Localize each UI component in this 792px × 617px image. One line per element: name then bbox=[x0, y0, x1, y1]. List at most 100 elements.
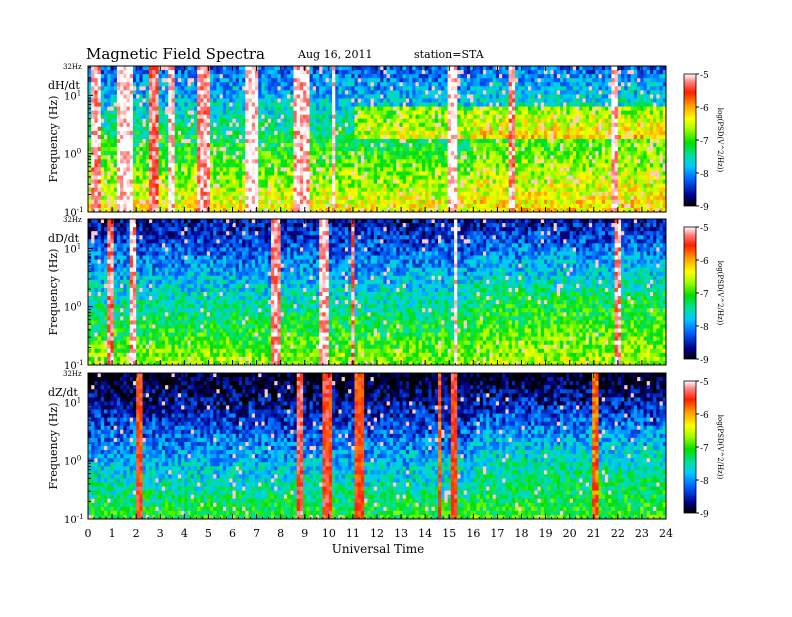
spectrogram-cell bbox=[254, 159, 259, 164]
spectrogram-cell bbox=[405, 90, 410, 95]
spectrogram-cell bbox=[309, 134, 314, 140]
spectrogram-cell bbox=[357, 106, 362, 112]
spectrogram-cell bbox=[367, 207, 371, 213]
spectrogram-cell bbox=[370, 147, 375, 152]
spectrogram-cell bbox=[235, 74, 240, 79]
spectrogram-cell bbox=[479, 78, 484, 83]
spectrogram-cell bbox=[438, 90, 442, 95]
spectrogram-cell bbox=[499, 134, 503, 140]
spectrogram-cell bbox=[177, 82, 182, 87]
spectrogram-cell bbox=[177, 122, 182, 128]
spectrogram-cell bbox=[197, 139, 201, 144]
spectrogram-cell bbox=[287, 122, 291, 128]
spectrogram-cell bbox=[444, 139, 449, 144]
spectrogram-cell bbox=[251, 143, 256, 148]
spectrogram-cell bbox=[193, 191, 198, 197]
spectrogram-cell bbox=[482, 82, 487, 87]
spectrogram-cell bbox=[428, 82, 432, 87]
spectrogram-cell bbox=[306, 167, 310, 172]
spectrogram-cell bbox=[319, 195, 323, 201]
spectrogram-cell bbox=[306, 66, 310, 71]
spectrogram-cell bbox=[492, 134, 497, 140]
spectrogram-cell bbox=[476, 191, 481, 197]
spectrogram-cell bbox=[181, 130, 185, 136]
spectrogram-cell bbox=[120, 122, 124, 128]
spectrogram-cell bbox=[299, 151, 304, 156]
spectrogram-cell bbox=[457, 207, 461, 213]
spectrogram-cell bbox=[177, 203, 182, 209]
spectrogram-cell bbox=[412, 163, 416, 168]
spectrogram-cell bbox=[312, 94, 317, 99]
spectrogram-cell bbox=[165, 134, 169, 140]
spectrogram-cell bbox=[296, 94, 301, 99]
spectrogram-cell bbox=[393, 171, 397, 176]
spectrogram-cell bbox=[527, 207, 532, 213]
spectrogram-cell bbox=[328, 159, 333, 164]
spectrogram-cell bbox=[251, 159, 256, 164]
spectrogram-cell bbox=[149, 199, 153, 205]
spectrogram-cell bbox=[190, 191, 195, 197]
spectrogram-cell bbox=[409, 86, 413, 91]
spectrogram-cell bbox=[447, 126, 452, 132]
spectrogram-cell bbox=[527, 147, 532, 152]
spectrogram-cell bbox=[412, 86, 416, 91]
spectrogram-cell bbox=[383, 187, 388, 193]
spectrogram-cell bbox=[299, 122, 304, 128]
spectrogram-cell bbox=[524, 167, 529, 172]
spectrogram-cell bbox=[229, 122, 233, 128]
spectrogram-cell bbox=[399, 86, 404, 91]
spectrogram-cell bbox=[380, 143, 384, 148]
spectrogram-cell bbox=[94, 203, 99, 209]
spectrogram-cell bbox=[515, 195, 519, 201]
spectrogram-cell bbox=[518, 195, 522, 201]
spectrogram-cell bbox=[177, 90, 182, 95]
spectrogram-cell bbox=[389, 143, 394, 148]
spectrogram-cell bbox=[184, 151, 188, 156]
spectrogram-cell bbox=[158, 74, 163, 79]
spectrogram-cell bbox=[370, 110, 375, 116]
spectrogram-cell bbox=[463, 98, 468, 103]
spectrogram-cell bbox=[315, 159, 320, 164]
spectrogram-cell bbox=[434, 130, 439, 136]
spectrogram-cell bbox=[290, 175, 294, 180]
spectrogram-cell bbox=[280, 151, 285, 156]
spectrogram-cell bbox=[489, 126, 493, 132]
spectrogram-cell bbox=[502, 94, 506, 99]
spectrogram-cell bbox=[486, 98, 490, 103]
spectrogram-cell bbox=[370, 66, 375, 71]
spectrogram-cell bbox=[242, 191, 246, 197]
spectrogram-cell bbox=[155, 155, 160, 160]
spectrogram-cell bbox=[258, 66, 262, 71]
spectrogram-cell bbox=[393, 155, 397, 160]
spectrogram-cell bbox=[174, 151, 179, 156]
spectrogram-cell bbox=[415, 151, 420, 156]
spectrogram-cell bbox=[482, 199, 487, 205]
spectrogram-cell bbox=[518, 187, 522, 193]
spectrogram-cell bbox=[261, 90, 266, 95]
spectrogram-cell bbox=[425, 167, 429, 172]
spectrogram-cell bbox=[267, 155, 272, 160]
spectrogram-cell bbox=[495, 151, 500, 156]
spectrogram-cell bbox=[370, 207, 375, 213]
spectrogram-cell bbox=[444, 114, 449, 120]
spectrogram-cell bbox=[502, 175, 506, 180]
spectrogram-cell bbox=[460, 110, 465, 116]
spectrogram-cell bbox=[94, 167, 99, 172]
spectrogram-cell bbox=[492, 183, 497, 189]
spectrogram-cell bbox=[322, 147, 327, 152]
spectrogram-cell bbox=[335, 151, 339, 156]
spectrogram-cell bbox=[482, 171, 487, 176]
spectrogram-cell bbox=[248, 110, 253, 116]
spectrogram-cell bbox=[155, 183, 160, 189]
spectrogram-cell bbox=[219, 155, 224, 160]
spectrogram-cell bbox=[235, 175, 240, 180]
spectrogram-cell bbox=[399, 110, 404, 116]
spectrogram-cell bbox=[457, 110, 461, 116]
spectrogram-cell bbox=[232, 203, 237, 209]
spectrogram-cell bbox=[399, 147, 404, 152]
spectrogram-cell bbox=[142, 70, 147, 75]
spectrogram-cell bbox=[460, 139, 465, 144]
spectrogram-cell bbox=[457, 74, 461, 79]
spectrogram-cell bbox=[97, 70, 102, 75]
spectrogram-cell bbox=[354, 122, 359, 128]
